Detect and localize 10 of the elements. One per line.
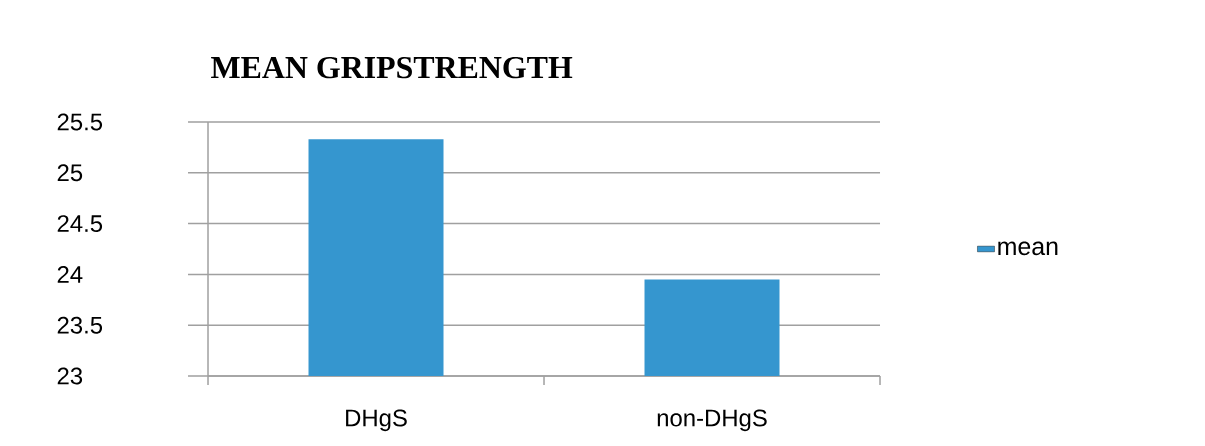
y-tick-label: 23: [57, 367, 83, 385]
y-tick-label: 23.5: [57, 316, 103, 334]
x-tick-label: DHgS: [346, 409, 407, 432]
y-tick-label: 25: [57, 164, 83, 182]
y-tick-label: 24.5: [57, 215, 103, 233]
y-tick-label: 25.5: [57, 113, 103, 131]
legend-label: mean: [998, 241, 1058, 256]
chart-title: MEAN GRIPSTRENGTH: [211, 56, 573, 79]
x-tick-label: non-DHgS: [657, 409, 767, 432]
y-tick-label: 24: [57, 266, 83, 283]
